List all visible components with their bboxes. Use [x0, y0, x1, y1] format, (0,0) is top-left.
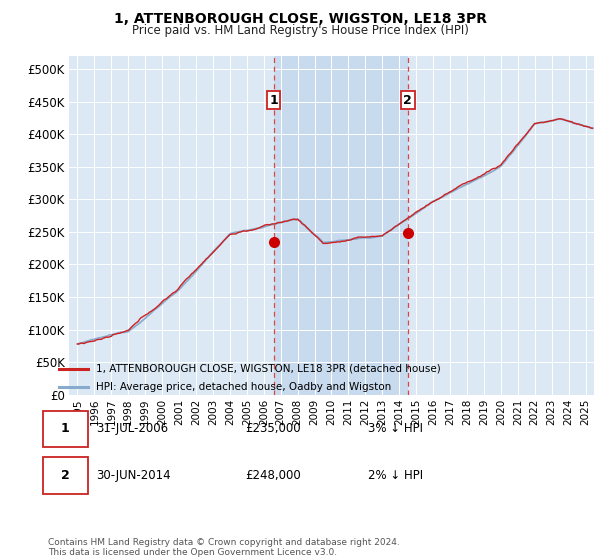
FancyBboxPatch shape [43, 458, 88, 494]
Text: 30-JUN-2014: 30-JUN-2014 [96, 469, 170, 482]
Text: Price paid vs. HM Land Registry's House Price Index (HPI): Price paid vs. HM Land Registry's House … [131, 24, 469, 36]
Text: Contains HM Land Registry data © Crown copyright and database right 2024.
This d: Contains HM Land Registry data © Crown c… [48, 538, 400, 557]
Text: 2: 2 [403, 94, 412, 106]
Text: £235,000: £235,000 [245, 422, 301, 435]
Text: 1: 1 [269, 94, 278, 106]
Text: 31-JUL-2006: 31-JUL-2006 [96, 422, 168, 435]
Text: 2% ↓ HPI: 2% ↓ HPI [368, 469, 424, 482]
Text: 1: 1 [61, 422, 70, 435]
Text: HPI: Average price, detached house, Oadby and Wigston: HPI: Average price, detached house, Oadb… [96, 382, 391, 392]
Text: 3% ↓ HPI: 3% ↓ HPI [368, 422, 424, 435]
Text: £248,000: £248,000 [245, 469, 301, 482]
Text: 1, ATTENBOROUGH CLOSE, WIGSTON, LE18 3PR: 1, ATTENBOROUGH CLOSE, WIGSTON, LE18 3PR [113, 12, 487, 26]
Bar [274, 56, 408, 395]
Text: 1, ATTENBOROUGH CLOSE, WIGSTON, LE18 3PR (detached house): 1, ATTENBOROUGH CLOSE, WIGSTON, LE18 3PR… [96, 363, 441, 374]
Text: 2: 2 [61, 469, 70, 482]
FancyBboxPatch shape [43, 410, 88, 447]
